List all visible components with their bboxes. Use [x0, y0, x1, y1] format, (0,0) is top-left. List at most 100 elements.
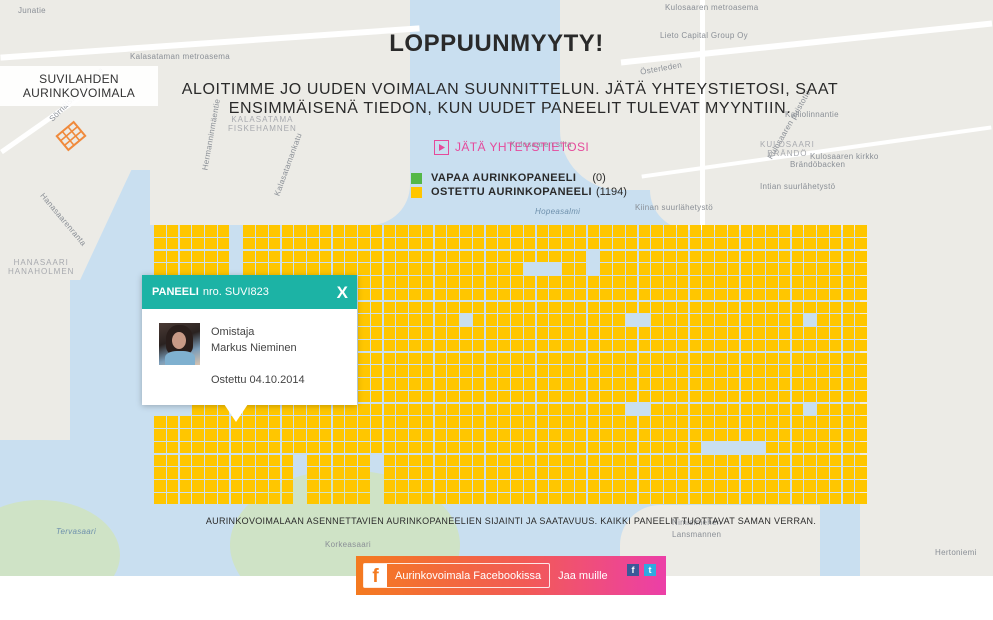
solar-panel-cell[interactable] [154, 263, 166, 275]
solar-panel-cell[interactable] [205, 225, 217, 237]
solar-panel-cell[interactable] [600, 390, 612, 403]
solar-panel-cell[interactable] [498, 263, 510, 275]
solar-panel-cell[interactable] [855, 365, 867, 377]
solar-panel-cell[interactable] [829, 314, 842, 326]
solar-panel-cell[interactable] [829, 441, 842, 454]
solar-panel-cell[interactable] [511, 237, 523, 250]
solar-panel-cell[interactable] [281, 454, 294, 467]
solar-panel-cell[interactable] [294, 403, 306, 416]
solar-panel-cell[interactable] [753, 314, 765, 326]
solar-panel-cell[interactable] [791, 403, 804, 416]
solar-panel-cell[interactable] [396, 365, 408, 377]
solar-panel-cell[interactable] [447, 403, 459, 416]
solar-panel-cell[interactable] [307, 225, 319, 237]
solar-panel-cell[interactable] [536, 339, 549, 352]
solar-panel-cell[interactable] [613, 365, 625, 377]
solar-panel-cell[interactable] [766, 416, 778, 428]
solar-panel-cell[interactable] [613, 263, 625, 275]
solar-panel-cell[interactable] [358, 314, 370, 326]
solar-panel-cell[interactable] [396, 301, 408, 314]
solar-panel-cell[interactable] [664, 263, 676, 275]
solar-panel-cell[interactable] [447, 365, 459, 377]
solar-panel-cell[interactable] [740, 429, 753, 441]
solar-panel-cell[interactable] [562, 390, 574, 403]
solar-panel-cell[interactable] [396, 352, 408, 365]
solar-panel-cell[interactable] [421, 339, 434, 352]
solar-panel-cell[interactable] [549, 327, 561, 339]
solar-panel-cell[interactable] [842, 378, 855, 390]
solar-panel-cell[interactable] [549, 429, 561, 441]
solar-panel-cell[interactable] [205, 403, 217, 416]
solar-panel-cell[interactable] [638, 378, 651, 390]
solar-panel-cell[interactable] [804, 276, 816, 288]
solar-panel-cell[interactable] [421, 327, 434, 339]
solar-panel-cell[interactable] [358, 237, 370, 250]
solar-panel-cell[interactable] [753, 288, 765, 301]
solar-panel-cell[interactable] [842, 480, 855, 492]
solar-panel-cell[interactable] [562, 441, 574, 454]
solar-panel-cell[interactable] [817, 492, 829, 505]
solar-panel-cell[interactable] [689, 365, 702, 377]
solar-panel-cell[interactable] [434, 237, 447, 250]
solar-panel-cell[interactable] [613, 314, 625, 326]
solar-panel-cell[interactable] [829, 225, 842, 237]
solar-panel-cell[interactable] [804, 301, 816, 314]
solar-panel-cell[interactable] [817, 352, 829, 365]
solar-panel-cell[interactable] [702, 429, 714, 441]
solar-panel-cell[interactable] [804, 225, 816, 237]
solar-panel-cell[interactable] [638, 327, 651, 339]
solar-panel-cell[interactable] [676, 454, 689, 467]
solar-panel-cell[interactable] [217, 263, 230, 275]
solar-panel-cell[interactable] [332, 429, 345, 441]
solar-panel-cell[interactable] [715, 390, 727, 403]
solar-panel-cell[interactable] [600, 441, 612, 454]
solar-panel-cell[interactable] [817, 339, 829, 352]
solar-panel-cell[interactable] [472, 327, 485, 339]
solar-panel-cell[interactable] [625, 378, 638, 390]
solar-panel-cell[interactable] [702, 467, 714, 479]
solar-panel-cell[interactable] [358, 250, 370, 263]
map-background[interactable]: Junatie Sörnäisten rantatie Kalasataman … [0, 0, 993, 576]
solar-panel-cell[interactable] [778, 429, 791, 441]
solar-panel-cell[interactable] [511, 339, 523, 352]
solar-panel-cell[interactable] [166, 480, 179, 492]
solar-panel-cell[interactable] [727, 429, 740, 441]
solar-panel-cell[interactable] [358, 403, 370, 416]
solar-panel-cell[interactable] [472, 365, 485, 377]
solar-panel-cell[interactable] [842, 416, 855, 428]
solar-panel-cell[interactable] [460, 352, 472, 365]
solar-panel-cell[interactable] [319, 416, 332, 428]
solar-panel-cell[interactable] [791, 441, 804, 454]
solar-panel-cell[interactable] [817, 225, 829, 237]
solar-panel-cell[interactable] [472, 467, 485, 479]
solar-panel-cell[interactable] [702, 390, 714, 403]
solar-panel-cell[interactable] [804, 339, 816, 352]
solar-panel-cell[interactable] [498, 327, 510, 339]
solar-panel-cell[interactable] [409, 492, 421, 505]
solar-panel-cell[interactable] [753, 225, 765, 237]
solar-panel-cell[interactable] [409, 429, 421, 441]
solar-panel-cell[interactable] [804, 237, 816, 250]
solar-panel-cell[interactable] [829, 492, 842, 505]
solar-panel-cell[interactable] [778, 288, 791, 301]
solar-panel-cell[interactable] [358, 301, 370, 314]
solar-panel-cell[interactable] [664, 352, 676, 365]
solar-panel-cell[interactable] [587, 339, 600, 352]
solar-panel-cell[interactable] [600, 276, 612, 288]
solar-panel-cell[interactable] [638, 288, 651, 301]
solar-panel-cell[interactable] [600, 378, 612, 390]
solar-panel-cell[interactable] [753, 365, 765, 377]
solar-panel-cell[interactable] [511, 429, 523, 441]
solar-panel-cell[interactable] [383, 263, 396, 275]
solar-panel-cell[interactable] [217, 429, 230, 441]
solar-panel-cell[interactable] [447, 276, 459, 288]
solar-panel-cell[interactable] [587, 365, 600, 377]
solar-panel-cell[interactable] [421, 365, 434, 377]
solar-panel-cell[interactable] [192, 441, 204, 454]
solar-panel-cell[interactable] [421, 237, 434, 250]
solar-panel-cell[interactable] [600, 480, 612, 492]
solar-panel-cell[interactable] [676, 339, 689, 352]
solar-panel-cell[interactable] [715, 339, 727, 352]
solar-panel-cell[interactable] [829, 378, 842, 390]
solar-panel-cell[interactable] [256, 480, 268, 492]
